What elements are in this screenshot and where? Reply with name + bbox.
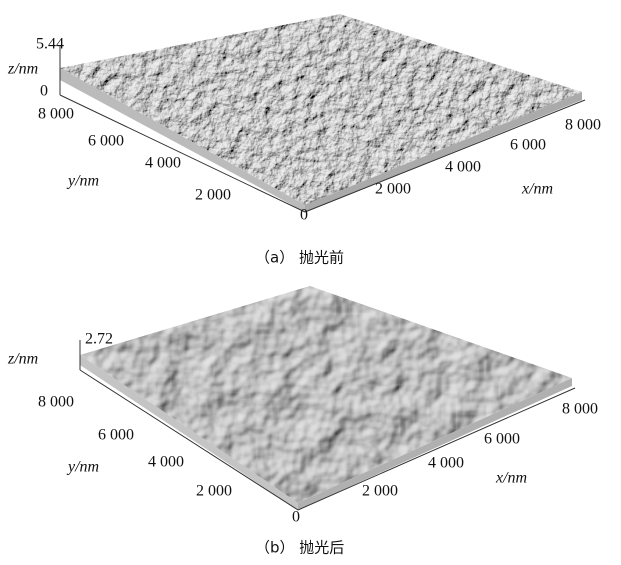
z-label: z/nm <box>7 351 38 368</box>
y-label: y/nm <box>66 459 99 476</box>
x-tick-label: 6 000 <box>484 431 520 448</box>
x-tick-label: 6 000 <box>510 137 546 154</box>
y-tick-label: 8 000 <box>38 394 74 411</box>
y-label: y/nm <box>66 173 99 190</box>
x-tick-label: 4 000 <box>445 159 481 176</box>
y-tick-label: 6 000 <box>98 427 134 444</box>
page: {"panels": [ {"z_label": "z/nm", "z_top"… <box>0 0 621 565</box>
x-tick-label: 8 000 <box>562 401 598 418</box>
y-tick-label: 8 000 <box>38 106 74 123</box>
z-zero: 0 <box>40 83 48 100</box>
x-tick-label: 8 000 <box>565 117 601 134</box>
z-top: 2.72 <box>85 331 113 348</box>
surface <box>60 14 582 205</box>
y-tick-label: 4 000 <box>148 454 184 471</box>
caption: （b） 抛光后 <box>255 539 344 557</box>
y-tick-label: 4 000 <box>145 155 181 172</box>
y-tick-label: 2 000 <box>196 483 232 500</box>
origin: 0 <box>300 207 308 224</box>
x-tick-label: 2 000 <box>375 181 411 198</box>
x-label: x/nm <box>521 181 553 198</box>
x-tick-label: 4 000 <box>428 455 464 472</box>
y-tick-label: 6 000 <box>88 133 124 150</box>
caption: （a） 抛光前 <box>255 249 344 267</box>
x-tick-label: 2 000 <box>362 483 398 500</box>
origin: 0 <box>292 509 300 526</box>
z-top: 5.44 <box>36 36 64 53</box>
y-tick-label: 2 000 <box>195 187 231 204</box>
x-label: x/nm <box>495 470 527 487</box>
figure: z/nm 5.44 0 y/nm x/nm 0 （a） 抛光前 8 000 6 000 4 000… <box>0 0 621 565</box>
z-label: z/nm <box>7 61 38 78</box>
